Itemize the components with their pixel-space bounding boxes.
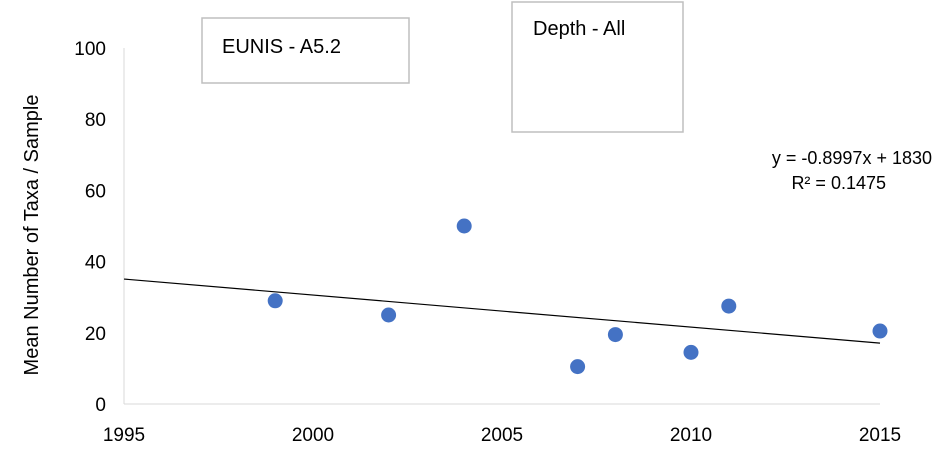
y-tick-label: 80 [85, 110, 106, 131]
data-point [683, 344, 699, 360]
x-tick-labels: 1995 2000 2005 2010 2015 [103, 425, 901, 446]
y-tick-label: 60 [85, 181, 106, 202]
trendline-r-squared: R² = 0.1475 [791, 173, 886, 193]
y-tick-labels: 0 20 40 60 80 100 [74, 39, 106, 416]
x-tick-label: 2015 [859, 425, 901, 446]
depth-annotation-box: Depth - All [511, 1, 684, 133]
y-tick-label: 100 [74, 39, 106, 60]
x-tick-label: 2005 [481, 425, 523, 446]
data-point [721, 298, 737, 314]
data-point [381, 307, 397, 323]
x-tick-label: 1995 [103, 425, 145, 446]
data-point [456, 218, 472, 234]
data-point [570, 359, 586, 375]
data-point [267, 293, 283, 309]
y-tick-label: 40 [85, 253, 106, 274]
trendline [123, 278, 881, 344]
trendline-equation: y = -0.8997x + 1830 [772, 148, 932, 168]
eunis-label: EUNIS - A5.2 [222, 36, 341, 58]
data-point [607, 327, 623, 343]
data-points [267, 218, 888, 375]
y-tick-label: 0 [95, 395, 106, 416]
data-point [872, 323, 888, 339]
eunis-annotation-box: EUNIS - A5.2 [201, 17, 410, 84]
y-tick-label: 20 [85, 324, 106, 345]
x-tick-label: 2010 [670, 425, 712, 446]
x-tick-label: 2000 [292, 425, 334, 446]
depth-label: Depth - All [533, 18, 625, 40]
y-axis-title: Mean Number of Taxa / Sample [21, 95, 43, 376]
